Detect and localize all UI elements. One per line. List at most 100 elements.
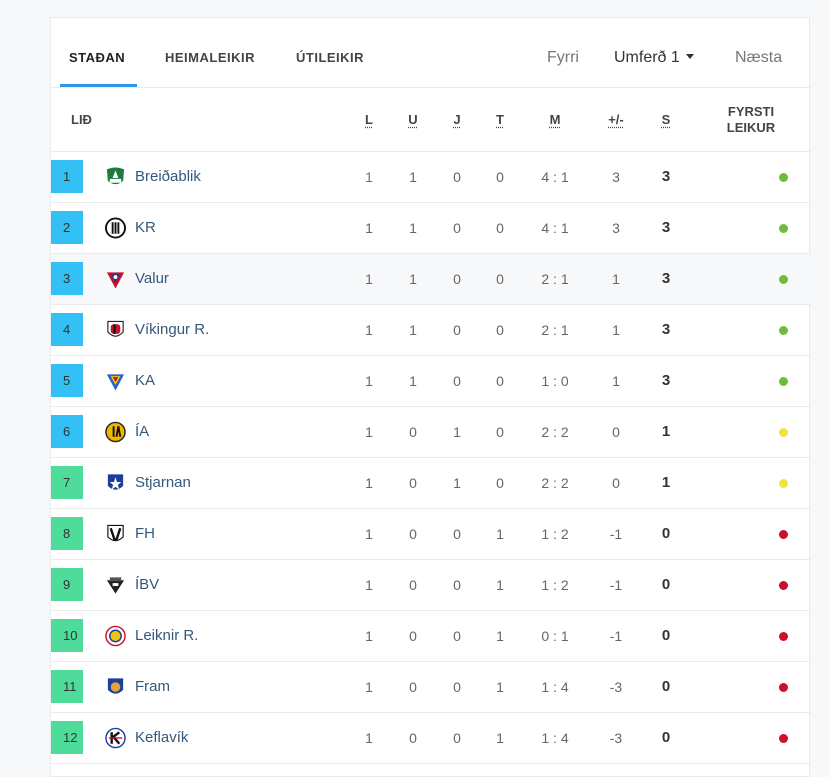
points-cell: 3 [661,219,671,236]
lost-cell: 1 [496,577,504,593]
points-cell: 3 [661,372,671,389]
points-cell: 0 [661,729,671,746]
drawn-cell: 0 [453,628,461,644]
first-game-win-indicator [779,224,788,233]
goal-diff-cell: -1 [609,526,623,542]
played-cell: 1 [365,322,373,338]
tab-bar: STAÐAN HEIMALEIKIR ÚTILEIKIR Fyrri Umfer… [51,18,811,88]
won-cell: 0 [409,730,417,746]
points-cell: 0 [661,576,671,593]
won-cell: 1 [409,169,417,185]
rank-badge: 3 [51,262,83,295]
table-row[interactable]: 8 FH 1 0 0 1 1 : 2 -1 0 [51,509,811,560]
fram-logo-icon [105,676,126,698]
table-row[interactable]: 10 Leiknir R. 1 0 0 1 0 : 1 -1 0 [51,611,811,662]
team-name-link[interactable]: Fram [135,678,170,695]
first-game-win-indicator [779,326,788,335]
team-name-link[interactable]: KR [135,219,156,236]
team-name-link[interactable]: ÍA [135,423,150,440]
won-cell: 1 [409,322,417,338]
table-row[interactable]: 5 KA 1 1 0 0 1 : 0 1 3 [51,356,811,407]
played-cell: 1 [365,220,373,236]
goal-diff-cell: 0 [612,424,620,440]
round-dropdown[interactable]: Umferð 1 [614,18,694,87]
first-game-loss-indicator [779,683,788,692]
previous-round-link[interactable]: Fyrri [547,49,579,66]
won-cell: 0 [409,424,417,440]
lost-cell: 0 [496,169,504,185]
table-row[interactable]: 6 ÍA 1 0 1 0 2 : 2 0 1 [51,407,811,458]
goals-cell: 1 : 2 [541,577,569,593]
goals-cell: 0 : 1 [541,628,569,644]
lost-cell: 1 [496,679,504,695]
goal-diff-cell: 1 [612,271,620,287]
table-row[interactable]: 11 Fram 1 0 0 1 1 : 4 -3 0 [51,662,811,713]
rank-badge: 8 [51,517,83,550]
header-won: U [408,112,418,127]
next-round-link[interactable]: Næsta [735,49,783,66]
team-name-link[interactable]: Leiknir R. [135,627,199,644]
team-name-link[interactable]: Víkingur R. [135,321,210,338]
goal-diff-cell: -3 [609,679,623,695]
tab-away-games[interactable]: ÚTILEIKIR [296,50,365,65]
stjarnan-logo-icon [105,472,126,494]
points-cell: 1 [661,474,671,491]
first-game-loss-indicator [779,632,788,641]
points-cell: 3 [661,270,671,287]
lost-cell: 0 [496,220,504,236]
drawn-cell: 0 [453,679,461,695]
table-row[interactable]: 3 Valur 1 1 0 0 2 : 1 1 3 [51,254,811,305]
standings-card: STAÐAN HEIMALEIKIR ÚTILEIKIR Fyrri Umfer… [50,17,811,777]
played-cell: 1 [365,679,373,695]
keflavik-logo-icon [105,727,126,749]
team-name-link[interactable]: Breiðablik [135,168,201,185]
team-name-link[interactable]: Stjarnan [135,474,191,491]
first-game-draw-indicator [779,479,788,488]
tab-home-games[interactable]: HEIMALEIKIR [165,50,255,65]
team-name-link[interactable]: FH [135,525,155,542]
drawn-cell: 0 [453,322,461,338]
drawn-cell: 0 [453,373,461,389]
vikingur-logo-icon [105,319,126,341]
header-first-game: FYRSTI LEIKUR [726,104,776,135]
table-row[interactable]: 9 ÍBV 1 0 0 1 1 : 2 -1 0 [51,560,811,611]
first-game-win-indicator [779,377,788,386]
tab-standings[interactable]: STAÐAN [69,50,126,65]
goals-cell: 1 : 2 [541,526,569,542]
first-game-win-indicator [779,173,788,182]
table-row[interactable]: 7 Stjarnan 1 0 1 0 2 : 2 0 1 [51,458,811,509]
table-row[interactable]: 4 Víkingur R. 1 1 0 0 2 : 1 1 3 [51,305,811,356]
goal-diff-cell: 3 [612,169,620,185]
lost-cell: 0 [496,373,504,389]
rank-badge: 4 [51,313,83,346]
points-cell: 3 [661,168,671,185]
goals-cell: 4 : 1 [541,169,569,185]
team-name-link[interactable]: KA [135,372,156,389]
team-name-link[interactable]: Valur [135,270,169,287]
first-game-loss-indicator [779,581,788,590]
drawn-cell: 0 [453,220,461,236]
ka-logo-icon [105,370,126,392]
first-game-win-indicator [779,275,788,284]
won-cell: 1 [409,220,417,236]
first-game-loss-indicator [779,530,788,539]
team-name-link[interactable]: Keflavík [135,729,189,746]
table-header: LIÐ L U J T M +/- S FYRSTI LEIKUR [51,88,811,152]
table-row[interactable]: 1 Breiðablik 1 1 0 0 4 : 1 3 3 [51,152,811,203]
table-row[interactable]: 2 KR 1 1 0 0 4 : 1 3 3 [51,203,811,254]
points-cell: 3 [661,321,671,338]
rank-badge: 11 [51,670,83,703]
team-name-link[interactable]: ÍBV [135,576,160,593]
table-row[interactable]: 12 Keflavík 1 0 0 1 1 : 4 -3 0 [51,713,811,764]
played-cell: 1 [365,577,373,593]
won-cell: 1 [409,373,417,389]
rank-badge: 6 [51,415,83,448]
goal-diff-cell: 0 [612,475,620,491]
rank-badge: 7 [51,466,83,499]
played-cell: 1 [365,169,373,185]
header-team: LIÐ [71,112,92,127]
first-game-loss-indicator [779,734,788,743]
rank-badge: 2 [51,211,83,244]
goal-diff-cell: 1 [612,322,620,338]
drawn-cell: 0 [453,730,461,746]
